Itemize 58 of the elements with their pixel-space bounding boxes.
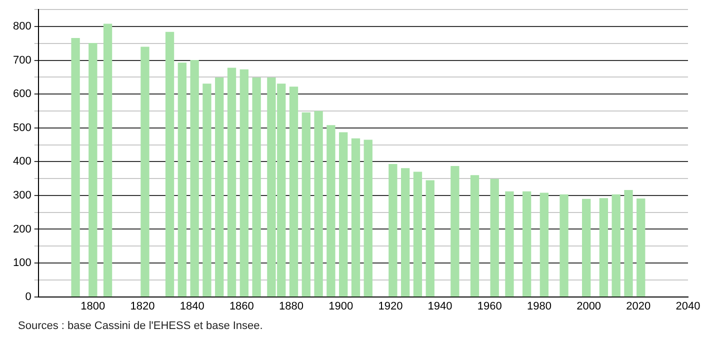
x-tick-label: 1920 (378, 300, 403, 312)
bar (351, 138, 360, 297)
y-tick-label: 400 (12, 156, 32, 168)
bar (326, 125, 336, 297)
bar (612, 194, 620, 297)
bar (470, 175, 480, 297)
x-tick-label: 1880 (279, 300, 304, 312)
bar (505, 191, 514, 297)
bar (190, 60, 199, 297)
bar (450, 166, 460, 297)
x-tick-label: 2000 (576, 300, 602, 312)
x-tick-label: 1860 (229, 300, 254, 312)
bar (599, 198, 608, 297)
bar (252, 78, 261, 297)
y-tick-label: 200 (12, 223, 32, 236)
bar (165, 32, 174, 297)
x-tick-label: 1820 (130, 300, 155, 312)
bar (540, 192, 549, 297)
bar (140, 46, 150, 297)
bar (490, 178, 499, 297)
bar (339, 132, 348, 297)
source-note: Sources : base Cassini de l'EHESS et base Insee. (18, 320, 263, 332)
bar (289, 86, 298, 297)
y-tick-label: 800 (12, 20, 32, 33)
bar (426, 180, 434, 297)
x-tick-label: 2040 (676, 300, 700, 312)
x-tick-label: 1840 (180, 300, 204, 312)
bar (178, 62, 186, 297)
bar (227, 68, 236, 297)
bar (364, 140, 372, 297)
bar (202, 84, 212, 297)
bar (624, 190, 633, 297)
bar (314, 110, 323, 297)
x-tick-label: 1800 (80, 300, 106, 312)
y-tick-label: 300 (12, 189, 32, 202)
x-tick-label: 1900 (328, 300, 354, 312)
bar (215, 78, 224, 297)
bar (103, 24, 112, 297)
bar (636, 198, 646, 297)
bar (88, 43, 98, 297)
bar (71, 38, 80, 297)
bar (522, 191, 532, 297)
x-tick-label: 1940 (428, 300, 452, 312)
bar (560, 194, 568, 297)
y-tick-label: 700 (12, 54, 32, 66)
x-tick-label: 2020 (626, 300, 651, 312)
bar (240, 69, 248, 297)
bar (401, 168, 410, 297)
bar (388, 164, 398, 297)
y-tick-label: 0 (25, 290, 32, 303)
y-tick-label: 100 (12, 257, 32, 270)
y-tick-label: 600 (12, 88, 32, 100)
bar (582, 198, 591, 297)
bar (302, 112, 310, 297)
x-tick-label: 1980 (526, 300, 552, 312)
y-tick-label: 500 (12, 122, 32, 134)
x-tick-label: 1960 (477, 300, 502, 312)
bar (413, 172, 422, 297)
